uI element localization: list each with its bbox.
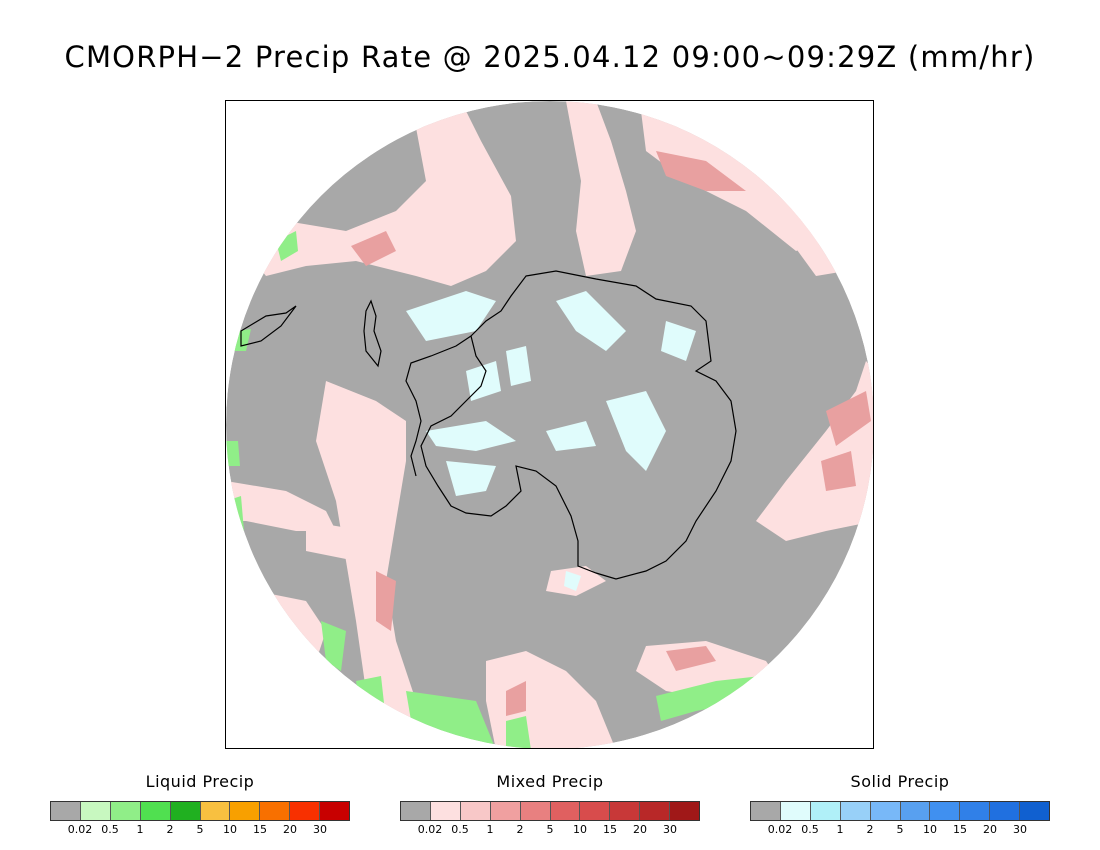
legend-solid-swatch <box>780 802 811 820</box>
legend-liquid-swatch <box>260 802 291 820</box>
legend-liquid-swatch <box>170 802 201 820</box>
map-title: CMORPH−2 Precip Rate @ 2025.04.12 09:00~… <box>64 40 1036 74</box>
legend-solid-swatches <box>750 801 1050 821</box>
legend-solid-tick-label: 20 <box>983 823 997 836</box>
legend-mixed-swatch <box>490 802 521 820</box>
legend-solid-tick-label: 15 <box>953 823 967 836</box>
legend-solid-swatch <box>960 802 991 820</box>
legend-solid-ticks: 0.02 0.5 1 2 5 10 15 20 30 <box>750 823 1050 839</box>
legend-mixed-title: Mixed Precip <box>496 772 604 791</box>
legend-liquid-tick-label: 15 <box>253 823 267 836</box>
legend-mixed-tick-label: 20 <box>633 823 647 836</box>
legend-liquid-tick-label: 1 <box>136 823 144 836</box>
legend-mixed-swatch <box>520 802 551 820</box>
legend-liquid-tick-label: 0.5 <box>101 823 119 836</box>
legend-liquid-swatch <box>230 802 261 820</box>
south-georgia-coastline <box>240 305 297 347</box>
legend-solid-tick-label: 10 <box>923 823 937 836</box>
legend-solid: Solid Precip 0.02 0.5 1 2 5 10 15 20 30 <box>750 772 1050 839</box>
antarctica-coastline <box>420 270 737 580</box>
legend-liquid-tick-label: 2 <box>166 823 174 836</box>
legend-solid-title: Solid Precip <box>850 772 950 791</box>
legend-mixed-tick-label: 30 <box>663 823 677 836</box>
legend-solid-tick-label: 30 <box>1013 823 1027 836</box>
legend-solid-tick-label: 5 <box>896 823 904 836</box>
legend-solid-swatch <box>810 802 841 820</box>
legend-solid-tick-label: 2 <box>866 823 874 836</box>
legend-solid-swatch <box>840 802 871 820</box>
legend-mixed-tick-label: 1 <box>486 823 494 836</box>
legend-liquid-tick-label: 20 <box>283 823 297 836</box>
legend-liquid-tick-label: 5 <box>196 823 204 836</box>
legend-liquid-swatch <box>51 802 81 820</box>
legend-liquid-tick-label: 10 <box>223 823 237 836</box>
legend-mixed-swatch <box>670 802 700 820</box>
legend-solid-swatch <box>751 802 781 820</box>
legend-liquid-title: Liquid Precip <box>145 772 255 791</box>
legend-solid-tick-label: 0.02 <box>767 823 793 836</box>
legend-liquid-swatch <box>140 802 171 820</box>
legend-mixed-swatch <box>580 802 611 820</box>
legend-mixed-swatch <box>401 802 431 820</box>
legend-liquid-swatch <box>290 802 321 820</box>
legend-liquid: Liquid Precip 0.02 0.5 1 2 5 10 15 20 30 <box>50 772 350 839</box>
legend-liquid-ticks: 0.02 0.5 1 2 5 10 15 20 30 <box>50 823 350 839</box>
legend-solid-tick-label: 1 <box>836 823 844 836</box>
legend-liquid-swatch <box>320 802 350 820</box>
legend-solid-swatch <box>1020 802 1050 820</box>
south-america-coastline <box>363 299 382 368</box>
legend-mixed-tick-label: 15 <box>603 823 617 836</box>
solid-precip-areas <box>406 291 696 591</box>
mixed-precip-moderate-areas <box>351 151 871 716</box>
legend-solid-swatch <box>870 802 901 820</box>
legend-liquid-tick-label: 0.02 <box>67 823 93 836</box>
legend-liquid-swatches <box>50 801 350 821</box>
legend-liquid-tick-label: 30 <box>313 823 327 836</box>
legend-mixed-tick-label: 10 <box>573 823 587 836</box>
legend-mixed-swatch <box>610 802 641 820</box>
legend-mixed-tick-label: 2 <box>516 823 524 836</box>
legend-mixed-swatch <box>430 802 461 820</box>
legend-solid-tick-label: 0.5 <box>801 823 819 836</box>
legend-liquid-swatch <box>110 802 141 820</box>
legend-solid-swatch <box>900 802 931 820</box>
legend-solid-swatch <box>990 802 1021 820</box>
legend-mixed-swatch <box>550 802 581 820</box>
legend-mixed-swatches <box>400 801 700 821</box>
legend-mixed-tick-label: 0.5 <box>451 823 469 836</box>
antarctic-peninsula-coastline <box>405 335 472 477</box>
legend-liquid-swatch <box>200 802 231 820</box>
legend-mixed-tick-label: 0.02 <box>417 823 443 836</box>
legend-mixed-swatch <box>640 802 671 820</box>
legend-liquid-swatch <box>80 802 111 820</box>
legend-mixed-ticks: 0.02 0.5 1 2 5 10 15 20 30 <box>400 823 700 839</box>
legend-mixed-swatch <box>460 802 491 820</box>
legend-mixed-tick-label: 5 <box>546 823 554 836</box>
map-canvas <box>226 101 873 748</box>
polar-map <box>225 100 874 749</box>
legend-solid-swatch <box>930 802 961 820</box>
legend-mixed: Mixed Precip 0.02 0.5 1 2 5 10 15 20 30 <box>400 772 700 839</box>
